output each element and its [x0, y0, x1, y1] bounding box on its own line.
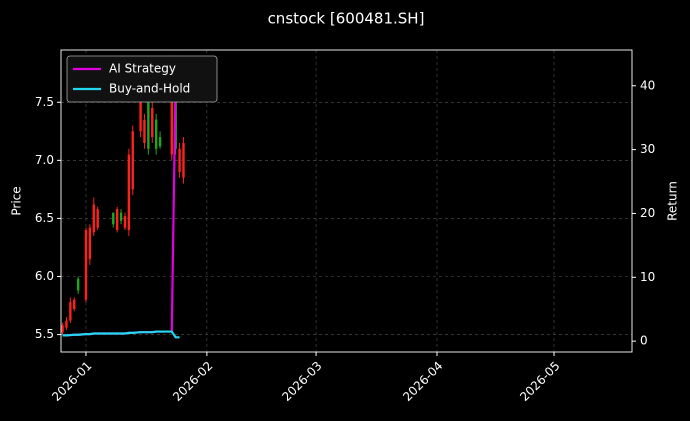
plot-frame [60, 49, 633, 353]
candle-body [147, 102, 150, 149]
chart-title: cnstock [600481.SH] [268, 10, 425, 28]
candle-body [112, 212, 115, 225]
candle-body [65, 320, 68, 328]
x-tick-label: 2026-04 [400, 359, 445, 404]
y2-tick-label: 30 [640, 142, 655, 156]
candle-body [119, 212, 123, 221]
candle-body [69, 302, 72, 321]
y2-tick-label: 10 [640, 270, 655, 284]
candle-body [178, 148, 181, 172]
candle-body [139, 102, 142, 132]
y-tick-label: 7.5 [35, 95, 54, 109]
candle-body [115, 209, 119, 231]
x-tick-label: 2026-05 [517, 359, 562, 404]
candle-body [96, 209, 99, 228]
y-tick-label: 5.5 [35, 327, 54, 341]
candle-body [92, 204, 95, 233]
x-tick-label: 2026-01 [49, 359, 94, 404]
candle-body [151, 108, 154, 138]
candle-body [127, 154, 131, 231]
legend-label: AI Strategy [109, 62, 176, 76]
candle-body [123, 216, 127, 228]
candle-body [170, 79, 173, 155]
candle-body [76, 278, 80, 291]
y-tick-label: 6.5 [35, 211, 54, 225]
x-tick-label: 2026-03 [279, 359, 324, 404]
y-axis-label: Price [10, 186, 24, 215]
return-line [62, 76, 177, 337]
candle-body [158, 137, 162, 147]
legend-box [66, 55, 218, 103]
candle-body [61, 325, 64, 333]
y2-tick-label: 40 [640, 78, 655, 92]
y-tick-label: 7.0 [35, 153, 54, 167]
y2-tick-label: 20 [640, 206, 655, 220]
y2-tick-label: 0 [640, 334, 648, 348]
candle-body [88, 227, 92, 260]
candle-body [154, 119, 158, 149]
candle-body [131, 131, 134, 190]
candle-body [143, 119, 146, 143]
return-line [62, 330, 180, 339]
legend-label: Buy-and-Hold [109, 82, 190, 96]
x-tick-label: 2026-02 [170, 359, 215, 404]
candle-body [84, 230, 88, 300]
legend: AI Strategy Buy-and-Hold [66, 55, 218, 103]
y-tick-label: 6.0 [35, 269, 54, 283]
candle-body [73, 299, 76, 310]
y2-axis-label: Return [666, 181, 680, 221]
candle-body [182, 142, 185, 178]
